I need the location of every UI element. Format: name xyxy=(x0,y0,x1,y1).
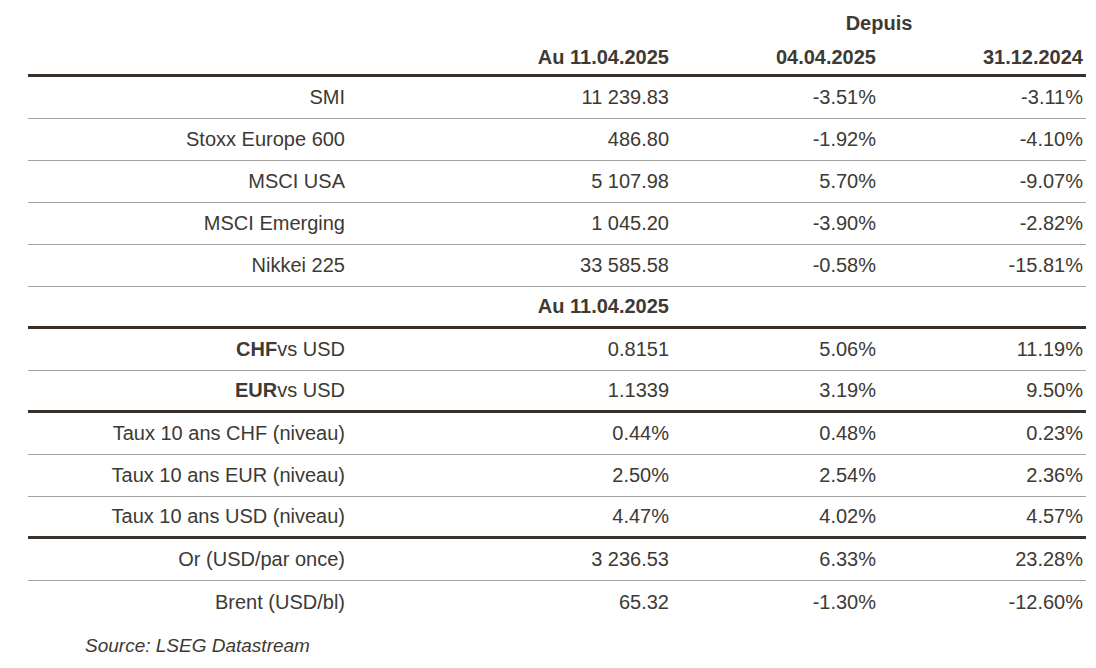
cell-current: 65.32 xyxy=(348,581,672,623)
cell-current: 11 239.83 xyxy=(348,77,672,118)
row-label: Brent (USD/bl) xyxy=(28,581,348,623)
row-label: Taux 10 ans EUR (niveau) xyxy=(28,455,348,496)
column-header-since-ytd: 31.12.2024 xyxy=(879,40,1086,74)
cell-current: 1 045.20 xyxy=(348,203,672,244)
table-row-stoxx: Stoxx Europe 600 486.80 -1.92% -4.10% xyxy=(28,119,1086,161)
row-label: EUR vs USD xyxy=(28,371,348,410)
mid-section-header: Au 11.04.2025 xyxy=(348,287,672,326)
spacer-cell xyxy=(672,287,879,326)
cell-current: 0.44% xyxy=(348,413,672,454)
table-row-msci-emerging: MSCI Emerging 1 045.20 -3.90% -2.82% xyxy=(28,203,1086,245)
table-row-eur-usd: EUR vs USD 1.1339 3.19% 9.50% xyxy=(28,371,1086,413)
cell-since-week: -0.58% xyxy=(672,245,879,286)
spacer-cell xyxy=(28,6,348,40)
row-label: MSCI Emerging xyxy=(28,203,348,244)
cell-since-ytd: 4.57% xyxy=(879,497,1086,536)
mid-section-header-row: Au 11.04.2025 xyxy=(28,287,1086,329)
cell-since-ytd: -4.10% xyxy=(879,119,1086,160)
cell-since-ytd: -2.82% xyxy=(879,203,1086,244)
cell-since-ytd: -9.07% xyxy=(879,161,1086,202)
table-row-nikkei: Nikkei 225 33 585.58 -0.58% -15.81% xyxy=(28,245,1086,287)
cell-since-week: -3.51% xyxy=(672,77,879,118)
cell-current: 486.80 xyxy=(348,119,672,160)
cell-since-week: 2.54% xyxy=(672,455,879,496)
row-label: Taux 10 ans USD (niveau) xyxy=(28,497,348,536)
spacer-cell xyxy=(28,40,348,74)
cell-current: 1.1339 xyxy=(348,371,672,410)
cell-since-week: 6.33% xyxy=(672,539,879,580)
row-label-text: vs USD xyxy=(277,338,345,361)
row-label: Taux 10 ans CHF (niveau) xyxy=(28,413,348,454)
cell-since-week: 3.19% xyxy=(672,371,879,410)
market-table: Depuis Au 11.04.2025 04.04.2025 31.12.20… xyxy=(28,6,1086,623)
row-label: Nikkei 225 xyxy=(28,245,348,286)
table-row-msci-usa: MSCI USA 5 107.98 5.70% -9.07% xyxy=(28,161,1086,203)
spacer-cell xyxy=(28,287,348,326)
cell-current: 33 585.58 xyxy=(348,245,672,286)
table-row-brent: Brent (USD/bl) 65.32 -1.30% -12.60% xyxy=(28,581,1086,623)
column-header-row: Au 11.04.2025 04.04.2025 31.12.2024 xyxy=(28,40,1086,77)
group-header-row: Depuis xyxy=(28,6,1086,40)
cell-since-ytd: 23.28% xyxy=(879,539,1086,580)
row-label-text: MSCI USA xyxy=(248,170,345,193)
table-row-taux-chf: Taux 10 ans CHF (niveau) 0.44% 0.48% 0.2… xyxy=(28,413,1086,455)
cell-since-week: 5.06% xyxy=(672,329,879,370)
row-label-text: Stoxx Europe 600 xyxy=(186,128,345,151)
table-row-taux-usd: Taux 10 ans USD (niveau) 4.47% 4.02% 4.5… xyxy=(28,497,1086,539)
market-table-page: Depuis Au 11.04.2025 04.04.2025 31.12.20… xyxy=(0,0,1096,657)
cell-since-week: 0.48% xyxy=(672,413,879,454)
column-header-current: Au 11.04.2025 xyxy=(348,40,672,74)
cell-since-week: -1.30% xyxy=(672,581,879,623)
row-label-text: Nikkei 225 xyxy=(252,254,345,277)
cell-since-ytd: 9.50% xyxy=(879,371,1086,410)
cell-current: 5 107.98 xyxy=(348,161,672,202)
table-row-or: Or (USD/par once) 3 236.53 6.33% 23.28% xyxy=(28,539,1086,581)
cell-since-week: -3.90% xyxy=(672,203,879,244)
spacer-cell xyxy=(879,287,1086,326)
table-row-taux-eur: Taux 10 ans EUR (niveau) 2.50% 2.54% 2.3… xyxy=(28,455,1086,497)
cell-current: 4.47% xyxy=(348,497,672,536)
table-row-chf-usd: CHF vs USD 0.8151 5.06% 11.19% xyxy=(28,329,1086,371)
row-label-text: SMI xyxy=(309,86,345,109)
spacer-cell xyxy=(348,6,672,40)
row-label-text: vs USD xyxy=(277,379,345,402)
row-label-text: Or (USD/par once) xyxy=(178,548,345,571)
row-label-text: MSCI Emerging xyxy=(204,212,345,235)
row-label: MSCI USA xyxy=(28,161,348,202)
row-label-text: Brent (USD/bl) xyxy=(215,591,345,614)
cell-since-ytd: -12.60% xyxy=(879,581,1086,623)
row-label: Stoxx Europe 600 xyxy=(28,119,348,160)
source-note: Source: LSEG Datastream xyxy=(85,635,1096,657)
cell-since-ytd: 2.36% xyxy=(879,455,1086,496)
cell-current: 2.50% xyxy=(348,455,672,496)
row-label-bold: EUR xyxy=(235,379,277,402)
row-label: SMI xyxy=(28,77,348,118)
row-label-bold: CHF xyxy=(236,338,277,361)
cell-since-week: 5.70% xyxy=(672,161,879,202)
row-label-text: Taux 10 ans CHF (niveau) xyxy=(113,422,345,445)
cell-since-ytd: -3.11% xyxy=(879,77,1086,118)
cell-current: 0.8151 xyxy=(348,329,672,370)
cell-since-week: 4.02% xyxy=(672,497,879,536)
row-label: CHF vs USD xyxy=(28,329,348,370)
cell-current: 3 236.53 xyxy=(348,539,672,580)
row-label: Or (USD/par once) xyxy=(28,539,348,580)
cell-since-ytd: -15.81% xyxy=(879,245,1086,286)
cell-since-ytd: 11.19% xyxy=(879,329,1086,370)
row-label-text: Taux 10 ans USD (niveau) xyxy=(112,505,345,528)
row-label-text: Taux 10 ans EUR (niveau) xyxy=(112,464,345,487)
group-header-depuis: Depuis xyxy=(672,6,1086,40)
table-row-smi: SMI 11 239.83 -3.51% -3.11% xyxy=(28,77,1086,119)
cell-since-ytd: 0.23% xyxy=(879,413,1086,454)
column-header-since-week: 04.04.2025 xyxy=(672,40,879,74)
cell-since-week: -1.92% xyxy=(672,119,879,160)
